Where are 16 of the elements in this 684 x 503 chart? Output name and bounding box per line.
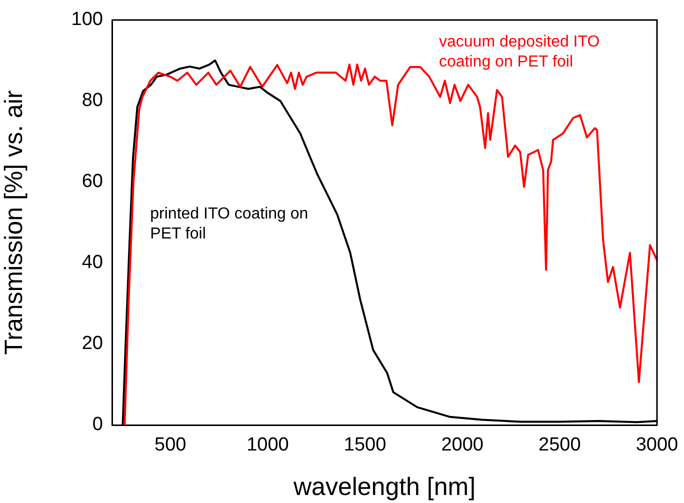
x-tick-label: 3000 (636, 434, 678, 456)
y-tick-label: 80 (82, 90, 103, 112)
series-label: vacuum deposited ITO coating on PET foil (439, 34, 600, 71)
x-tick-label: 2500 (538, 434, 581, 456)
y-tick-label: 0 (92, 414, 103, 436)
x-tick-label: 1000 (246, 434, 289, 456)
y-tick-label: 20 (82, 333, 103, 354)
series-label: printed ITO coating on PET foil (150, 206, 308, 243)
y-axis-title: Transmission [%] vs. air (0, 90, 28, 355)
y-tick-label: 60 (82, 171, 103, 192)
y-tick-label: 40 (82, 252, 103, 274)
x-tick-label: 2000 (441, 434, 484, 456)
x-tick-label: 500 (154, 434, 186, 456)
y-tick-label: 100 (71, 9, 103, 30)
x-axis-title: wavelength [nm] (292, 472, 476, 501)
x-tick-label: 1500 (344, 434, 386, 456)
